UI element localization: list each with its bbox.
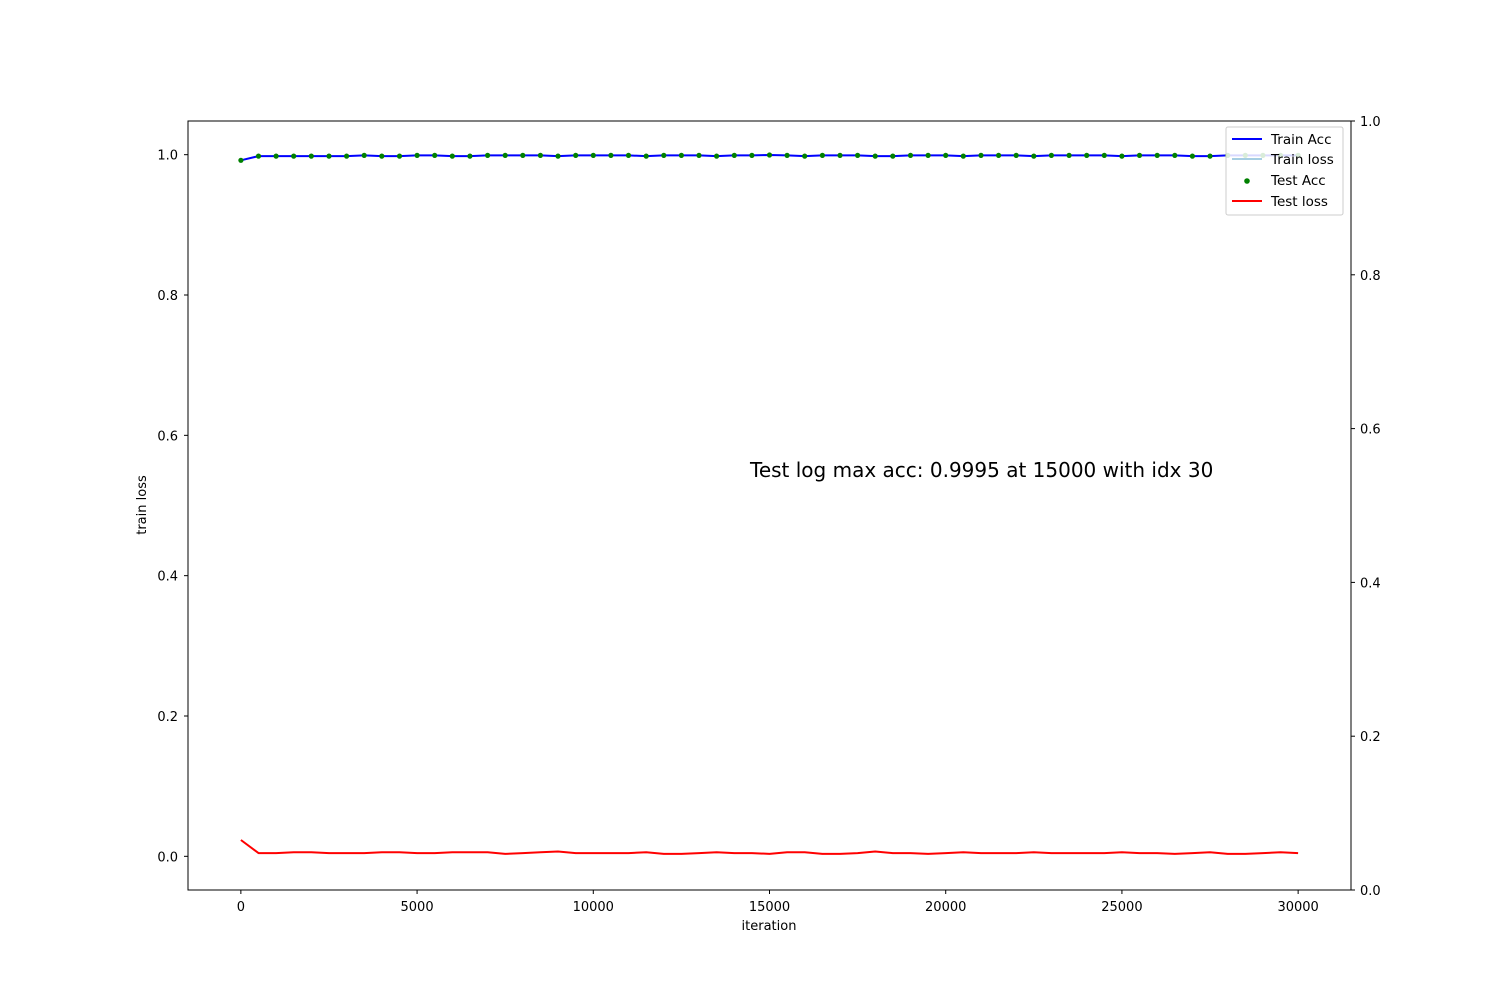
test-acc-point [291,153,297,159]
test-acc-point [996,152,1002,158]
test-acc-point [872,153,878,159]
y-tick-label-left: 0.8 [157,289,178,304]
test-acc-point [1031,153,1037,159]
y-tick-label-right: 0.2 [1360,730,1381,745]
test-acc-point [326,153,332,159]
x-tick-label: 10000 [573,900,614,915]
y-tick-label-left: 0.4 [157,570,178,585]
test-acc-point [590,152,596,158]
test-acc-point [1013,152,1019,158]
test-acc-point [1084,152,1090,158]
legend-box [1225,126,1344,216]
test-acc-point [784,152,790,158]
plot-frame [187,120,1352,891]
test-acc-point [907,152,914,158]
legend-label-test-acc: Test Acc [1270,173,1326,189]
legend-label-train-acc: Train Acc [1270,132,1332,148]
test-acc-point [573,152,579,158]
y-tick-label-left: 0.6 [157,429,178,444]
test-acc-point [837,152,843,158]
test-acc-point [449,153,455,159]
test-acc-point [520,152,526,158]
tick-marks [184,120,1355,894]
y-tick-label-right: 0.4 [1360,576,1381,591]
test-acc-point [1172,152,1178,158]
test-acc-point [467,153,473,159]
y-axis-label-left: train loss [135,475,150,535]
test-acc-point [749,152,755,158]
test-acc-point [485,152,491,158]
test-acc-point [960,153,966,159]
test-acc-point [1136,152,1143,158]
y-tick-label-left: 0.0 [157,850,178,865]
test-acc-point [978,152,984,158]
test-acc-point [273,153,279,159]
test-acc-point [308,153,314,159]
y-tick-label-right: 0.8 [1360,269,1381,284]
test-acc-point [238,157,244,163]
test-acc-point [643,153,649,159]
test-acc-point [1189,153,1195,159]
y-tick-label-right: 1.0 [1360,115,1381,130]
plot-area [188,121,1351,890]
test-acc-point [1048,152,1054,158]
test-acc-point [766,152,773,158]
test-acc-point [855,152,861,158]
test-acc-point [555,153,561,159]
test-acc-point [625,152,632,158]
test-acc-point [943,152,949,158]
x-tick-label: 15000 [749,900,790,915]
x-tick-label: 5000 [401,900,434,915]
test-acc-point [537,152,544,158]
x-tick-label: 0 [237,900,245,915]
legend-label-train-loss: Train loss [1270,152,1334,168]
test-acc-point [714,153,720,159]
x-axis-label: iteration [742,919,797,934]
test-acc-point [379,153,385,159]
test-acc-point [696,152,702,158]
test-acc-point [361,152,367,158]
tick-labels: 0 5000 10000 15000 20000 25000 30000 0.0 0.2 0.4 0… [157,115,1380,915]
test-acc-point [731,152,737,158]
annotation: Test log max acc: 0.9995 at 15000 with i… [749,458,1213,482]
test-acc-point [819,152,826,158]
legend-label-test-loss: Test loss [1270,194,1328,210]
y-tick-label-left: 1.0 [157,149,178,164]
test-acc-point [661,152,667,158]
test-acc-point [255,153,262,159]
test-acc-point [1119,153,1125,159]
legend-swatch-test-acc [1244,178,1250,184]
test-acc-point [608,152,614,158]
test-acc-point [432,152,438,158]
test-acc-point [1207,153,1213,159]
x-tick-label: 30000 [1277,900,1318,915]
test-acc-point [414,152,420,158]
test-acc-point [344,153,350,159]
test-acc-point [396,153,403,159]
test-acc-point [678,152,685,158]
series-line-test-loss [240,839,1299,855]
x-tick-label: 25000 [1101,900,1142,915]
legend: Train Acc Train loss Test Acc Test loss [1225,126,1344,216]
x-tick-label: 20000 [925,900,966,915]
test-acc-point [802,153,808,159]
test-acc-point [1066,152,1072,158]
y-tick-label-left: 0.2 [157,710,178,725]
test-acc-point [1154,152,1160,158]
test-acc-point [890,153,896,159]
y-tick-label-right: 0.0 [1360,884,1381,899]
test-acc-point [925,152,931,158]
test-acc-point [1101,152,1107,158]
test-acc-point [502,152,508,158]
y-tick-label-right: 0.6 [1360,423,1381,438]
